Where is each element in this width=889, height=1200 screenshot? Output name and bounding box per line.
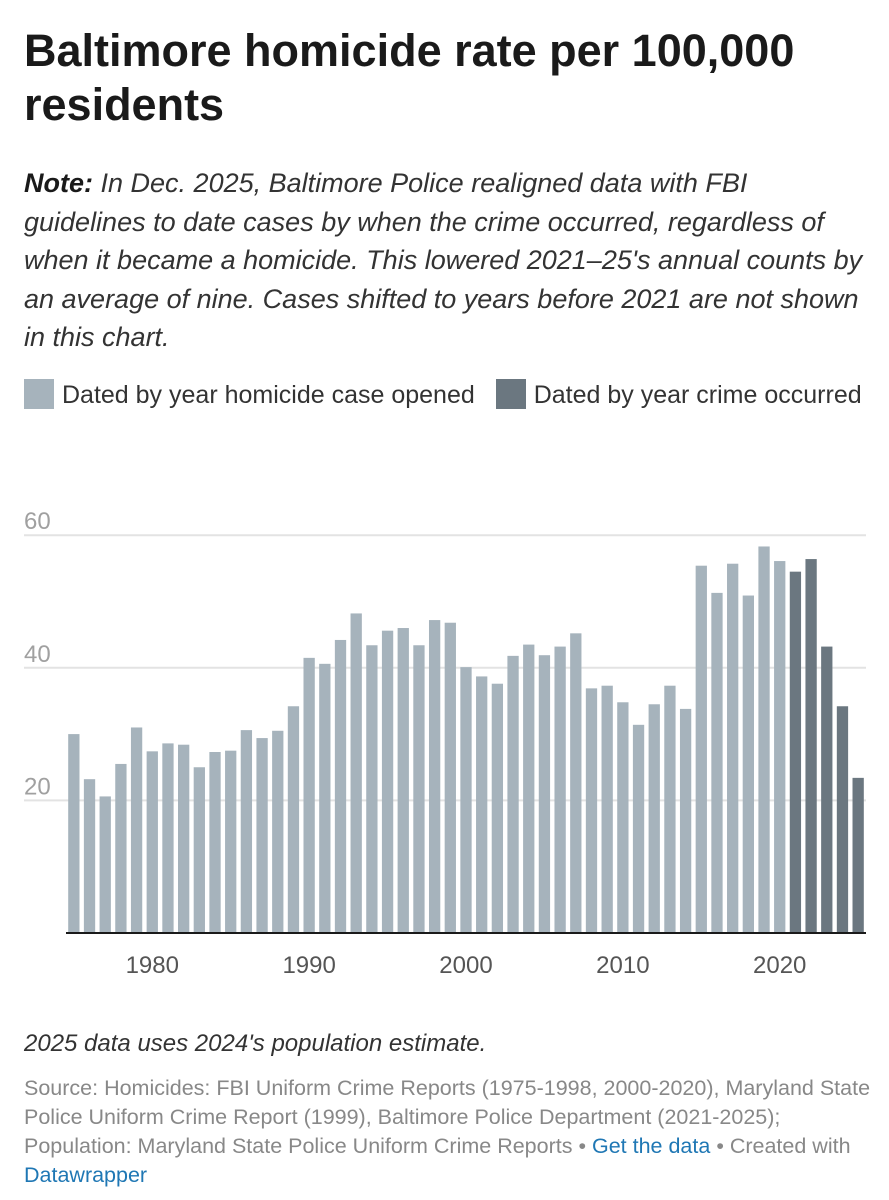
bar-1986 [240,730,253,933]
separator: • [578,1134,586,1158]
bar-1996 [397,628,409,933]
y-tick-label: 40 [24,641,51,668]
bar-2006 [554,646,566,933]
bar-1998 [428,620,441,933]
bar-2021 [789,571,802,933]
x-tick-label: 1980 [126,952,179,979]
get-data-link[interactable]: Get the data [591,1134,711,1158]
chart-title: Baltimore homicide rate per 100,000 resi… [24,25,795,130]
bar-chart: 20 40 60 1980 1990 2000 2010 2020 [24,508,866,979]
bar-2007 [570,633,582,933]
bar-2024 [836,706,849,933]
bar-2004 [523,644,535,933]
x-tick-label: 2000 [439,952,492,979]
chart-footnote: 2025 data uses 2024's population estimat… [24,1030,487,1057]
legend-label-case-opened: Dated by year homicide case opened [62,381,475,409]
bar-2022 [805,559,817,933]
source-text: Source: Homicides: FBI Uniform Crime Rep… [24,1076,871,1158]
bar-2005 [538,655,551,933]
bar-1982 [178,744,190,933]
bar-1992 [334,639,347,933]
bar-2017 [727,563,739,933]
bar-1983 [193,767,205,933]
bar-2008 [585,688,598,933]
x-tick-label: 2010 [596,952,649,979]
bar-2002 [491,683,504,933]
bar-2018 [742,595,754,933]
y-tick-label: 20 [24,773,51,800]
bar-1978 [115,763,127,933]
bars [68,546,864,933]
legend-item-crime-occurred: Dated by year crime occurred [495,379,862,409]
bar-1981 [162,743,174,933]
bar-1990 [303,657,315,933]
x-tick-label: 2020 [753,952,806,979]
bar-1995 [381,630,394,933]
legend-item-case-opened: Dated by year homicide case opened [24,379,475,409]
note-text: In Dec. 2025, Baltimore Police realigned… [24,168,863,352]
legend-swatch-case-opened [24,379,54,409]
bar-1988 [272,730,284,933]
note-label: Note: [24,168,93,198]
bar-1993 [350,613,362,933]
y-tick-label: 60 [24,508,51,535]
separator: • [716,1134,724,1158]
bar-2000 [460,667,472,933]
axes: 1980 1990 2000 2010 2020 [66,932,866,979]
bar-2025 [852,777,864,933]
chart-legend: Dated by year homicide case opened Dated… [24,376,864,415]
bar-2016 [711,592,723,933]
created-with-label: Created with [729,1134,851,1158]
bar-1980 [146,751,158,933]
bar-2009 [601,685,613,933]
bar-2019 [758,546,770,933]
bar-2020 [774,561,786,933]
bar-1987 [256,738,268,933]
bar-1989 [287,706,300,933]
bar-1999 [444,622,456,933]
bar-1997 [413,645,425,933]
bar-2015 [695,565,707,933]
bar-2012 [648,704,660,933]
bar-1975 [68,734,80,933]
datawrapper-link[interactable]: Datawrapper [24,1163,148,1187]
legend-swatch-crime-occurred [495,379,526,409]
bar-1977 [99,796,111,933]
bar-2013 [664,685,676,933]
bar-2011 [632,724,645,933]
bar-2003 [507,655,519,933]
bar-1991 [319,663,331,933]
legend-label-crime-occurred: Dated by year crime occurred [533,381,862,409]
bar-1979 [130,727,143,933]
bar-1984 [209,752,221,933]
bar-2023 [821,646,833,933]
bar-2014 [679,708,692,933]
bar-2010 [617,702,629,933]
bar-1994 [366,645,378,933]
bar-1985 [225,750,237,933]
bar-1976 [83,779,96,933]
source-credits: Source: Homicides: FBI Uniform Crime Rep… [24,1074,874,1190]
x-tick-label: 1990 [282,952,335,979]
chart-note: Note: In Dec. 2025, Baltimore Police rea… [24,164,869,357]
bar-2001 [476,676,488,933]
